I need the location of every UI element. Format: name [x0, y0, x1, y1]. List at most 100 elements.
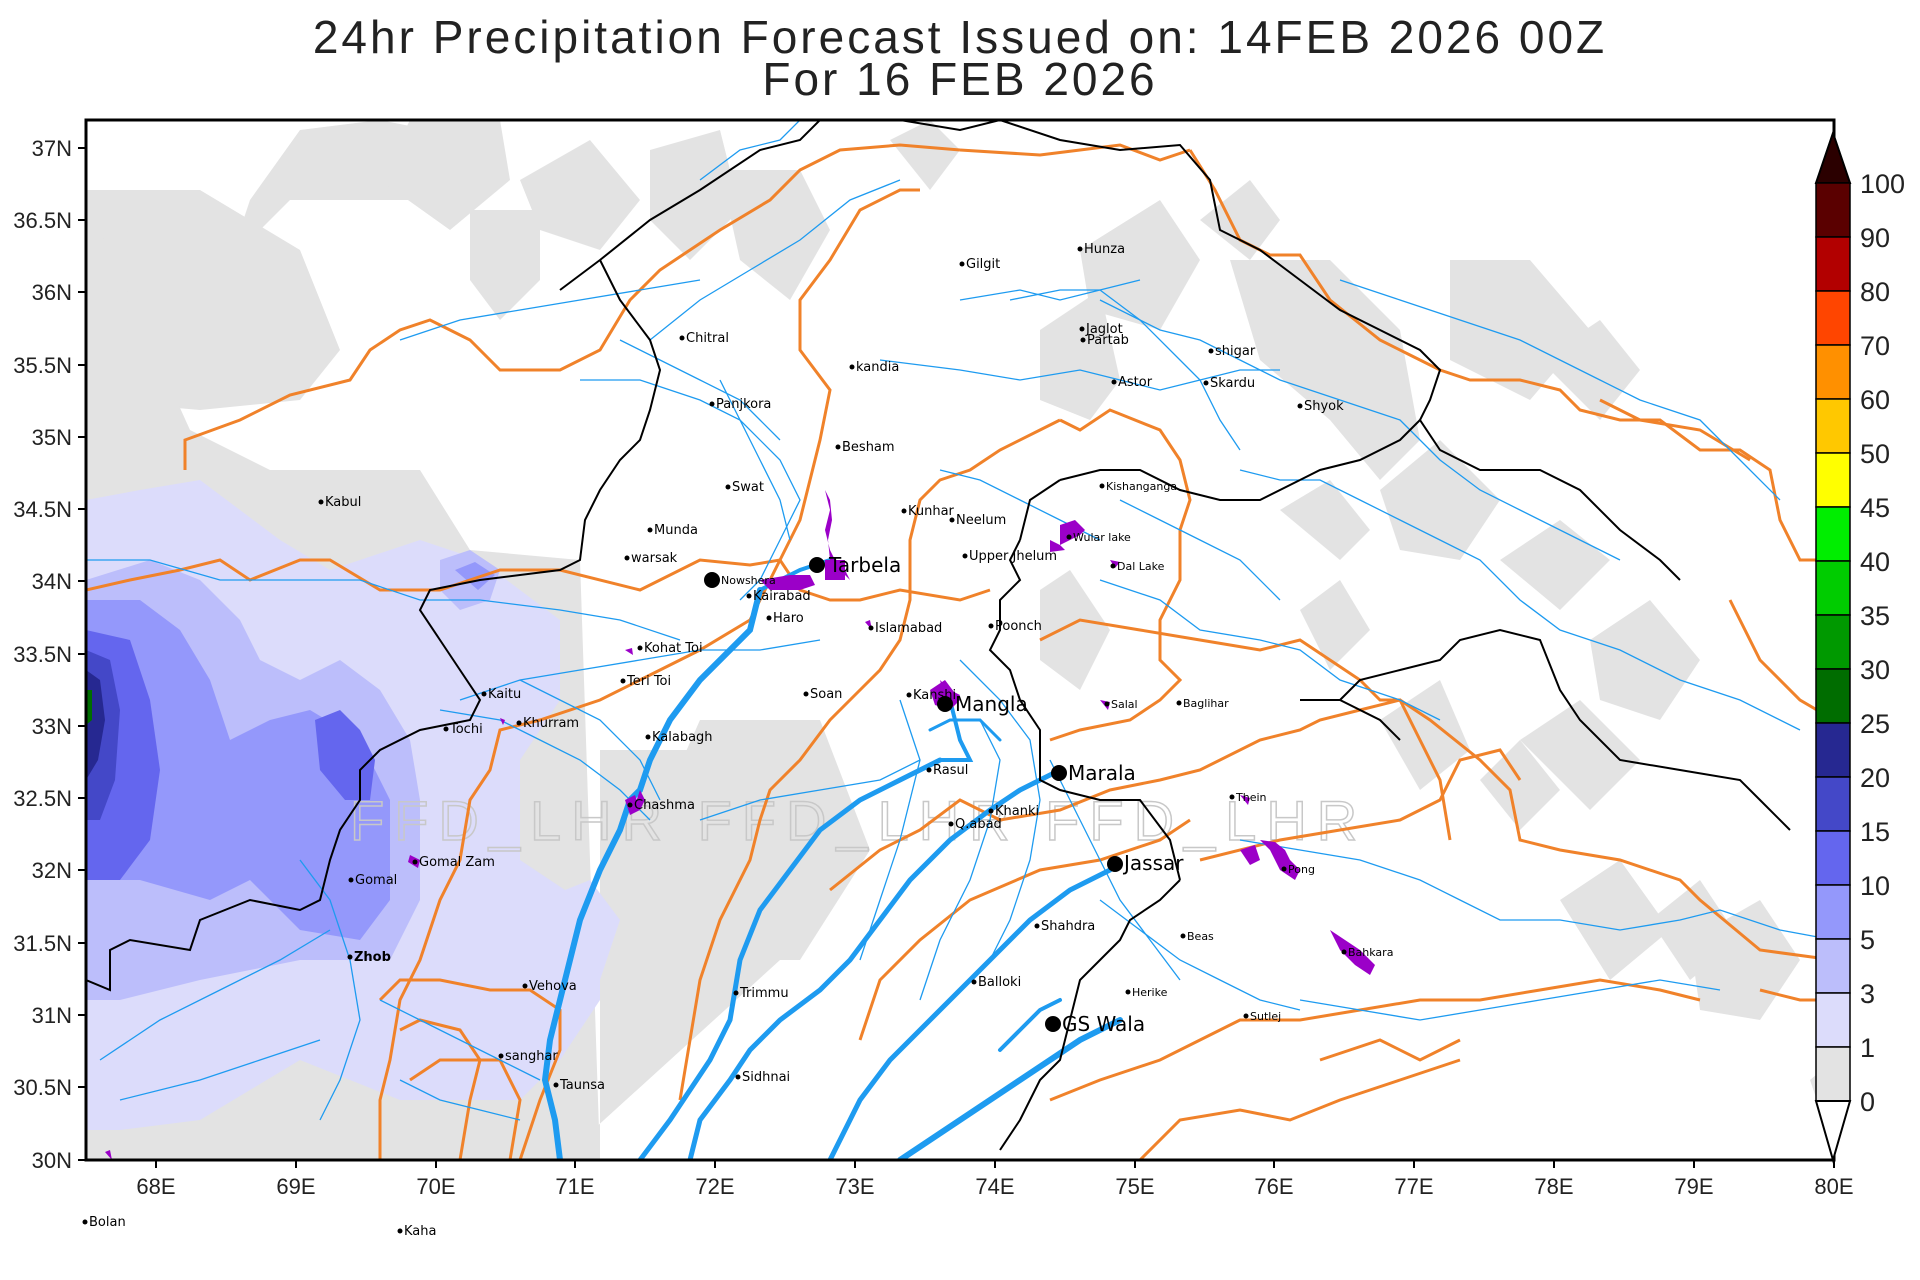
station-thein: Thein	[1229, 791, 1267, 804]
colorbar-label: 30	[1860, 655, 1890, 685]
station-mangla: Mangla	[955, 692, 1028, 716]
station-poonch: Poonch	[988, 619, 1042, 634]
station-baglihar: Baglihar	[1176, 697, 1229, 710]
station-hunza: Hunza	[1077, 242, 1125, 257]
svg-text:Bahkara: Bahkara	[1348, 946, 1393, 959]
station-gs-wala: GS Wala	[1062, 1012, 1145, 1036]
x-axis-labels: 68E 69E 70E 71E 72E 73E 74E 75E 76E 77E …	[136, 1174, 1853, 1199]
svg-text:Thein: Thein	[1235, 791, 1267, 804]
svg-text:Kaitu: Kaitu	[488, 687, 521, 702]
station-jassar: Jassar	[1122, 851, 1184, 875]
svg-text:Munda: Munda	[654, 523, 698, 538]
station-besham: Besham	[835, 440, 895, 455]
svg-text:Chitral: Chitral	[686, 331, 729, 346]
x-tick-label: 76E	[1254, 1174, 1293, 1199]
station-zhob: Zhob	[347, 950, 391, 965]
svg-text:Kairabad: Kairabad	[753, 589, 811, 604]
svg-text:Gilgit: Gilgit	[966, 257, 1000, 272]
rivers	[86, 120, 1834, 1121]
x-tick-label: 78E	[1534, 1174, 1573, 1199]
station-vehova: Vehova	[522, 979, 577, 994]
x-tick-label: 75E	[1115, 1174, 1154, 1199]
dam-marker-nowshera	[704, 572, 720, 588]
dam-marker-gs-wala	[1045, 1016, 1061, 1032]
station-khurram: Khurram	[516, 716, 579, 731]
station-upper-jhelum: Upper Jhelum	[962, 549, 1057, 564]
title-line-2: For 16 FEB 2026	[762, 53, 1158, 105]
x-ticks	[155, 1160, 1835, 1168]
svg-text:Wular lake: Wular lake	[1073, 531, 1131, 544]
station-islamabad: Islamabad	[868, 621, 942, 636]
svg-text:Soan: Soan	[810, 687, 842, 702]
colorbar-min-arrow	[1814, 1100, 1852, 1164]
x-tick-label: 77E	[1394, 1174, 1433, 1199]
y-tick-label: 31.5N	[13, 931, 72, 956]
colorbar-labels: 100 90 80 70 60 50 45 40 35 30 25 20 15 …	[1860, 169, 1905, 1117]
station-pong: Pong	[1281, 863, 1315, 876]
station-neelum: Neelum	[949, 513, 1006, 528]
x-tick-label: 80E	[1814, 1174, 1853, 1199]
station-sutlej: Sutlej	[1243, 1010, 1281, 1023]
x-tick-label: 70E	[416, 1174, 455, 1199]
svg-text:Skardu: Skardu	[1210, 376, 1255, 391]
y-tick-label: 30N	[32, 1148, 72, 1173]
station-astor: Astor	[1111, 375, 1153, 390]
station-bolan: Bolan	[82, 1215, 126, 1230]
station-chitral: Chitral	[679, 331, 729, 346]
station-sidhnai: Sidhnai	[735, 1070, 790, 1085]
svg-text:Vehova: Vehova	[529, 979, 577, 994]
svg-text:Baglihar: Baglihar	[1183, 697, 1229, 710]
station-kunhar: Kunhar	[901, 504, 955, 519]
station-markers	[704, 557, 1123, 1032]
station-dal-lake: Dal Lake	[1110, 560, 1165, 573]
x-tick-label: 79E	[1674, 1174, 1713, 1199]
dam-marker-marala	[1051, 765, 1067, 781]
colorbar-label: 10	[1860, 871, 1890, 901]
svg-text:Besham: Besham	[842, 440, 895, 455]
colorbar	[1814, 129, 1852, 1164]
svg-text:Taunsa: Taunsa	[559, 1078, 605, 1093]
svg-text:Partab: Partab	[1087, 333, 1129, 348]
colorbar-label: 3	[1860, 979, 1875, 1009]
station-sanghar: sanghar	[498, 1049, 558, 1064]
colorbar-label: 45	[1860, 493, 1890, 523]
station-wular-lake: Wular lake	[1066, 531, 1131, 544]
svg-text:Poonch: Poonch	[995, 619, 1042, 634]
svg-text:shigar: shigar	[1215, 344, 1256, 359]
svg-text:Haro: Haro	[773, 611, 804, 626]
station-partab: Partab	[1080, 333, 1129, 348]
dam-marker-jassar	[1107, 856, 1123, 872]
y-tick-label: 30.5N	[13, 1075, 72, 1100]
svg-text:Dal Lake: Dal Lake	[1117, 560, 1165, 573]
svg-text:Teri Toi: Teri Toi	[626, 674, 671, 689]
x-tick-label: 69E	[276, 1174, 315, 1199]
station-kabul: Kabul	[318, 495, 361, 510]
station-q-abad: Q.abad	[948, 817, 1002, 832]
svg-text:Balloki: Balloki	[978, 975, 1021, 990]
svg-text:warsak: warsak	[631, 551, 678, 566]
svg-text:Upper Jhelum: Upper Jhelum	[969, 549, 1057, 564]
svg-text:Gomal Zam: Gomal Zam	[419, 855, 495, 870]
svg-text:Shyok: Shyok	[1304, 399, 1344, 414]
svg-text:Q.abad: Q.abad	[955, 817, 1002, 832]
svg-text:Salal: Salal	[1111, 698, 1138, 711]
y-tick-label: 35N	[32, 425, 72, 450]
station-swat: Swat	[725, 480, 764, 495]
svg-text:Kanshi: Kanshi	[913, 688, 956, 703]
x-tick-label: 72E	[695, 1174, 734, 1199]
svg-text:Beas: Beas	[1187, 930, 1214, 943]
svg-text:Rasul: Rasul	[933, 763, 968, 778]
svg-text:Khanki: Khanki	[995, 804, 1039, 819]
station-kohat-toi: Kohat Toi	[637, 641, 703, 656]
x-tick-label: 74E	[975, 1174, 1014, 1199]
svg-text:Sidhnai: Sidhnai	[742, 1070, 790, 1085]
svg-text:Astor: Astor	[1118, 375, 1153, 390]
svg-text:Kalabagh: Kalabagh	[652, 730, 713, 745]
svg-text:Kishanganga: Kishanganga	[1106, 480, 1177, 493]
station-shigar: shigar	[1208, 344, 1256, 359]
colorbar-label: 0	[1860, 1087, 1875, 1117]
svg-text:Khurram: Khurram	[523, 716, 579, 731]
station-herike: Herike	[1125, 986, 1168, 999]
y-tick-label: 35.5N	[13, 353, 72, 378]
